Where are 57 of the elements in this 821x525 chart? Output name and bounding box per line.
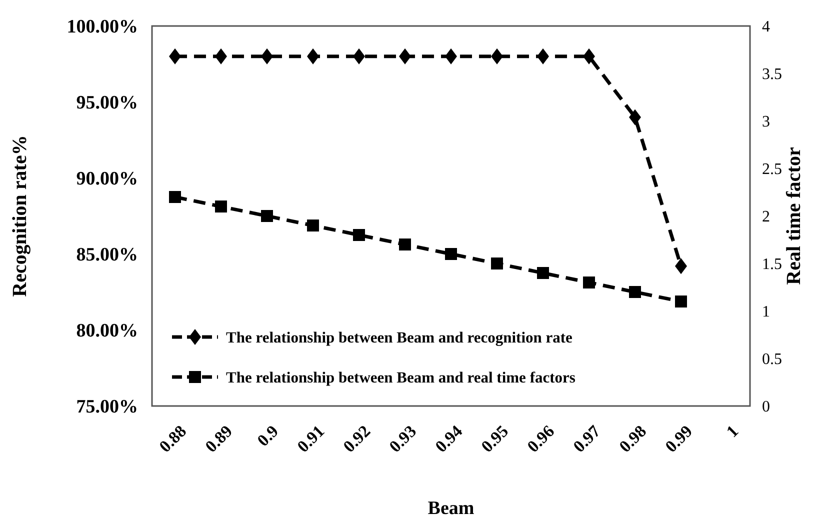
point — [629, 286, 641, 298]
y2-tick-label: 1 — [762, 304, 770, 321]
point — [307, 48, 319, 64]
point — [353, 48, 365, 64]
x-tick-label: 1 — [722, 422, 742, 442]
x-tick-label: 0.89 — [202, 422, 236, 456]
x-tick-label: 0.9 — [254, 422, 282, 450]
y-tick-label: 85.00% — [76, 244, 138, 266]
x-tick-label: 0.99 — [662, 422, 696, 456]
point — [583, 276, 595, 288]
point — [215, 48, 227, 64]
y2-tick-label: 4 — [762, 18, 770, 36]
y-tick-label: 80.00% — [76, 320, 138, 342]
y2-axis-title: Real time factor — [783, 147, 805, 285]
point — [537, 48, 549, 64]
point — [215, 200, 227, 212]
point — [583, 48, 595, 64]
point — [537, 267, 549, 279]
y2-tick-label: 2 — [762, 208, 770, 226]
point — [399, 48, 411, 64]
x-tick-label: 0.93 — [386, 422, 420, 456]
point — [491, 258, 503, 270]
point — [675, 258, 687, 274]
point — [169, 48, 181, 64]
point — [169, 191, 181, 203]
y-tick-label: 95.00% — [76, 92, 138, 114]
legend-label: The relationship between Beam and real time factors — [226, 369, 576, 386]
x-tick-label: 0.96 — [524, 422, 558, 456]
y2-tick-label: 3.5 — [762, 66, 782, 84]
y-tick-label: 100.00% — [66, 16, 138, 38]
point — [629, 109, 641, 126]
x-tick-label: 0.91 — [294, 422, 328, 456]
x-tick-label: 0.92 — [340, 422, 374, 456]
y-tick-label: 75.00% — [76, 396, 138, 418]
x-axis-title: Beam — [428, 498, 474, 519]
y-tick-label: 90.00% — [76, 168, 138, 190]
y2-tick-label: 0 — [762, 398, 770, 416]
point — [261, 210, 273, 222]
y2-tick-label: 0.5 — [762, 351, 782, 368]
x-tick-label: 0.97 — [570, 421, 604, 456]
y-axis-title: Recognition rate% — [9, 135, 31, 297]
point — [307, 220, 319, 232]
legend-label: The relationship between Beam and recognition rate — [226, 329, 573, 346]
point — [261, 48, 273, 64]
point — [399, 238, 411, 250]
y2-tick-label: 1.5 — [762, 256, 782, 274]
x-tick-label: 0.95 — [478, 422, 512, 456]
point — [445, 48, 457, 64]
point — [445, 248, 457, 260]
x-tick-label: 0.94 — [432, 421, 466, 456]
x-tick-label: 0.98 — [616, 422, 650, 456]
y2-tick-label: 2.5 — [762, 161, 782, 178]
point — [353, 229, 365, 241]
x-tick-label: 0.88 — [156, 422, 190, 456]
point — [491, 48, 503, 64]
y2-tick-label: 3 — [762, 114, 770, 131]
point — [675, 296, 687, 308]
